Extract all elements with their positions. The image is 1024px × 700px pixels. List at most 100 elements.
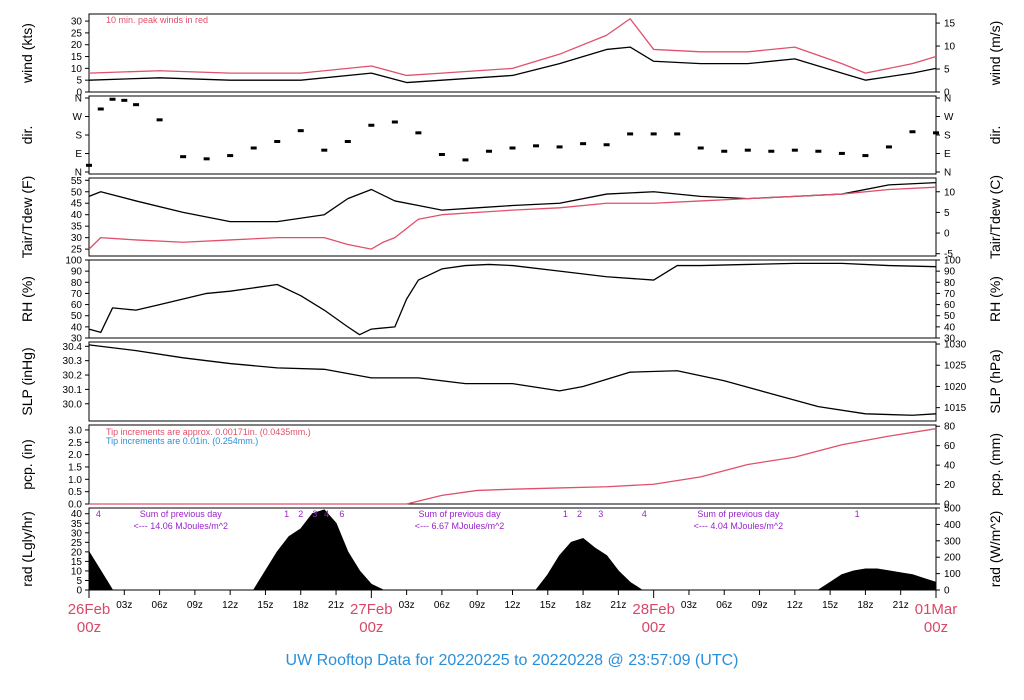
ytick-left-label: 0.5 [68, 487, 82, 498]
ytick-left-label: 25 [71, 28, 83, 39]
ytick-right-label: 1020 [944, 382, 967, 393]
ytick-right-label: 1030 [944, 340, 967, 351]
panel-frame-slp [88, 341, 937, 422]
ytick-left-label: 20 [71, 40, 83, 51]
ytick-left-label: 70 [71, 289, 83, 300]
ytick-left-label: 50 [71, 187, 83, 198]
ytick-right-label: 0 [944, 88, 950, 99]
data-point-dir [344, 140, 351, 143]
ytick-left-label: 30 [71, 528, 83, 539]
data-point-dir [674, 132, 681, 136]
ytick-left-label: 30.4 [63, 342, 83, 353]
ylabel-left-pcp: pcp. (in) [19, 439, 35, 490]
data-point-dir [580, 142, 587, 146]
data-point-dir [485, 149, 492, 153]
ytick-right-label: 20 [944, 480, 956, 491]
rad-hour-label: 3 [312, 509, 317, 519]
data-point-dir [438, 153, 445, 156]
ytick-right-label: 400 [944, 520, 961, 531]
rad-hour-label: 4 [96, 509, 101, 519]
ytick-right-label: N [944, 168, 951, 179]
ylabel-left-temp: Tair/Tdew (F) [19, 176, 35, 258]
ytick-left-label: 15 [71, 557, 83, 568]
xtick-date-label: 26Feb [68, 601, 111, 618]
xtick-label: 12z [504, 600, 520, 611]
data-point-dir [697, 146, 704, 150]
ytick-right-label: 70 [944, 289, 956, 300]
ytick-right-label: 200 [944, 553, 961, 564]
data-point-dir [533, 144, 540, 148]
data-point-dir [744, 148, 751, 152]
ytick-right-label: 40 [944, 461, 956, 472]
ytick-left-label: 2.5 [68, 438, 82, 449]
ytick-right-label: 30 [944, 334, 956, 345]
rad-hour-label: 1 [855, 509, 860, 519]
panel-frame-pcp [88, 424, 937, 505]
xtick-label: 03z [399, 600, 415, 611]
data-point-dir [156, 118, 163, 122]
annotation-blue-pcp: Tip increments are 0.01in. (0.254mm.) [106, 436, 258, 446]
data-point-dir [885, 145, 892, 149]
xtick-date-hour-label: 00z [359, 619, 383, 636]
panel-slp: 30.0 30.1 30.2 30.3 30.4 1015 1020 1025 1030 SLP … [19, 340, 1003, 422]
ytick-right-label: 1015 [944, 403, 967, 414]
xtick-date-hour-label: 00z [642, 619, 666, 636]
data-point-dir [109, 97, 116, 101]
ytick-right-label: 80 [944, 278, 956, 289]
day-sum-title: Sum of previous day [419, 509, 502, 519]
xtick-label: 09z [469, 600, 485, 611]
ytick-right-label: 1025 [944, 361, 967, 372]
annotation-wind: 10 min. peak winds in red [106, 15, 208, 25]
panel-pcp: 0.0 0.51.0 1.52.02.5 3.0 0 20 40 60 80 pcp. (in) p… [19, 422, 1003, 511]
ytick-left-label: 3.0 [68, 425, 82, 436]
ytick-left-label: 20 [71, 547, 83, 558]
day-sum-value: <--- 6.67 MJoules/m^2 [415, 521, 505, 531]
ytick-right-label: 0 [944, 229, 950, 240]
xtick-label: 15z [822, 600, 838, 611]
ylabel-right-temp: Tair/Tdew (C) [987, 175, 1003, 259]
data-point-dir [297, 129, 304, 133]
data-point-dir [768, 149, 775, 153]
ytick-left-label: E [75, 149, 82, 160]
ytick-left-label: 40 [71, 322, 83, 333]
day-sum-title: Sum of previous day [697, 509, 780, 519]
ytick-right-label: 50 [944, 311, 956, 322]
ytick-right-label: N [944, 94, 951, 105]
xtick-date-label: 28Feb [632, 601, 675, 618]
ytick-left-label: 50 [71, 311, 83, 322]
ytick-left-label: 30.0 [63, 399, 83, 410]
xtick-label: 09z [751, 600, 767, 611]
ytick-left-label: 40 [71, 509, 83, 520]
ylabel-right-dir: dir. [987, 126, 1003, 145]
panel-frame-rh [88, 259, 937, 339]
xtick-date-hour-label: 00z [77, 619, 101, 636]
data-point-dir [462, 158, 469, 162]
ytick-right-label: -5 [944, 249, 953, 260]
series-area-rad [88, 509, 937, 591]
data-point-dir [721, 149, 728, 153]
ytick-right-label: 80 [944, 422, 956, 433]
ytick-left-label: 30 [71, 334, 83, 345]
xtick-label: 21z [610, 600, 626, 611]
data-point-dir [250, 146, 257, 150]
ytick-left-label: 10 [71, 64, 83, 75]
chart-title: UW Rooftop Data for 20220225 to 20220228… [286, 652, 739, 669]
data-point-dir [603, 143, 610, 147]
series-line-temp-0 [88, 181, 937, 223]
xtick-label: 06z [434, 600, 450, 611]
ytick-left-label: 5 [76, 76, 82, 87]
rad-hour-label: 4 [324, 509, 329, 519]
ytick-right-label: 60 [944, 441, 956, 452]
ylabel-left-wind: wind (kts) [19, 23, 35, 84]
ytick-left-label: 1.5 [68, 462, 82, 473]
xtick-label: 18z [575, 600, 591, 611]
ytick-left-label: 30 [71, 17, 83, 28]
rad-hour-label: 2 [577, 509, 582, 519]
ylabel-right-rad: rad (W/m^2) [987, 511, 1003, 588]
ylabel-left-rh: RH (%) [19, 276, 35, 322]
ylabel-right-pcp: pcp. (mm) [987, 433, 1003, 496]
